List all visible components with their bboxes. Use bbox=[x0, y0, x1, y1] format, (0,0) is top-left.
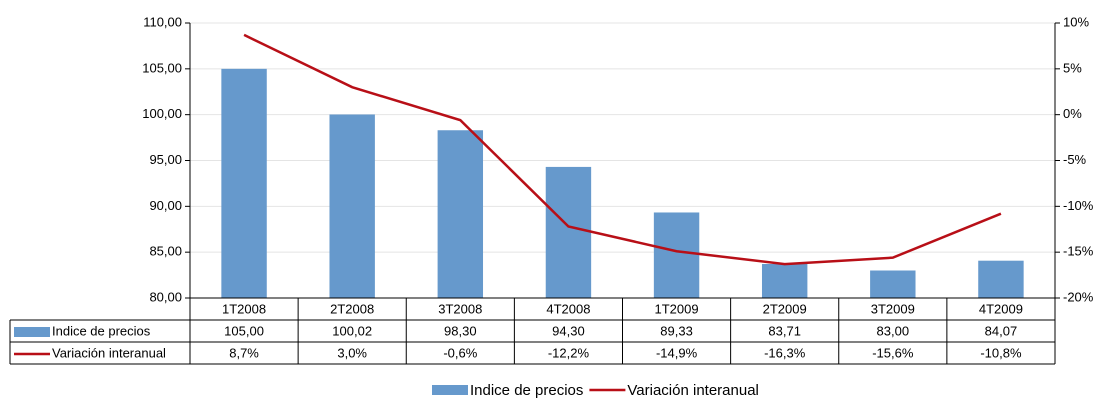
x-tick-label: 2T2008 bbox=[330, 301, 374, 316]
line bbox=[243, 33, 1002, 266]
y-tick-label: 100,00 bbox=[142, 106, 182, 121]
x-tick-label: 4T2008 bbox=[546, 301, 590, 316]
bar bbox=[870, 270, 916, 298]
table-value: 83,00 bbox=[877, 323, 910, 338]
table-value: 3,0% bbox=[337, 345, 367, 360]
bar bbox=[329, 114, 375, 298]
table-value: 89,33 bbox=[660, 323, 693, 338]
table-value: -15,6% bbox=[872, 345, 914, 360]
table-value: 98,30 bbox=[444, 323, 477, 338]
bar bbox=[761, 263, 808, 298]
table-value: 8,7% bbox=[229, 345, 259, 360]
y-tick-label: 110,00 bbox=[143, 14, 182, 29]
table-value: 83,71 bbox=[768, 323, 801, 338]
bar bbox=[221, 68, 267, 298]
bar bbox=[653, 212, 700, 298]
x-tick-label: 3T2008 bbox=[438, 301, 482, 316]
bar bbox=[545, 166, 592, 298]
legend-label: Indice de precios bbox=[470, 382, 583, 399]
table-value: -14,9% bbox=[656, 345, 698, 360]
table-value: 105,00 bbox=[224, 323, 264, 338]
y2-tick-label: -10% bbox=[1063, 198, 1094, 213]
x-tick-label: 3T2009 bbox=[871, 301, 915, 316]
y-tick-label: 105,00 bbox=[142, 60, 182, 75]
table-row-label: Variación interanual bbox=[52, 345, 166, 360]
y-tick-label: 80,00 bbox=[149, 289, 182, 304]
y2-tick-label: 0% bbox=[1063, 106, 1082, 121]
table-value: -0,6% bbox=[443, 345, 477, 360]
table-value: 84,07 bbox=[985, 323, 1018, 338]
x-tick-label: 1T2009 bbox=[655, 301, 699, 316]
x-tick-label: 4T2009 bbox=[979, 301, 1023, 316]
x-tick-label: 2T2009 bbox=[763, 301, 807, 316]
y2-tick-label: -15% bbox=[1063, 244, 1094, 259]
y2-tick-label: 5% bbox=[1063, 60, 1082, 75]
table-row-label: Indice de precios bbox=[52, 323, 151, 338]
bar bbox=[978, 260, 1024, 298]
y2-tick-label: -5% bbox=[1063, 152, 1087, 167]
y-tick-label: 85,00 bbox=[149, 244, 182, 259]
y2-tick-label: 10% bbox=[1063, 14, 1089, 29]
legend-label: Variación interanual bbox=[627, 382, 758, 399]
legend-key bbox=[432, 385, 468, 395]
table-value: -16,3% bbox=[764, 345, 806, 360]
x-tick-label: 1T2008 bbox=[222, 301, 266, 316]
y-tick-label: 90,00 bbox=[149, 198, 182, 213]
legend-key bbox=[14, 327, 50, 337]
table-value: -10,8% bbox=[980, 345, 1022, 360]
table-value: -12,2% bbox=[548, 345, 590, 360]
table-value: 94,30 bbox=[552, 323, 585, 338]
y-tick-label: 95,00 bbox=[149, 152, 182, 167]
bar bbox=[437, 130, 484, 298]
table-value: 100,02 bbox=[332, 323, 372, 338]
y2-tick-label: -20% bbox=[1063, 289, 1094, 304]
